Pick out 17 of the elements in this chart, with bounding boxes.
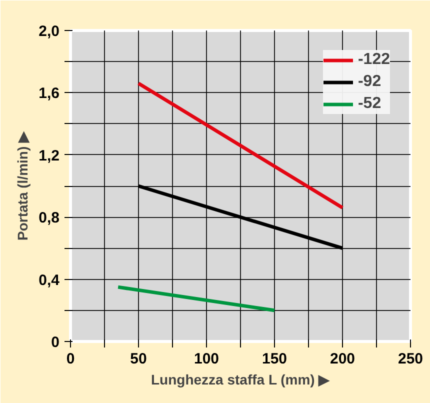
x-tick-label: 100 bbox=[194, 350, 220, 368]
x-axis-title: Lunghezza staffa L (mm) ▶ bbox=[150, 372, 331, 388]
legend-label: -92 bbox=[358, 73, 382, 91]
y-tick-label: 0 bbox=[51, 334, 60, 351]
legend-label: -52 bbox=[358, 95, 382, 113]
legend-label: -122 bbox=[358, 51, 390, 69]
x-tick-label: 150 bbox=[262, 350, 288, 368]
y-tick-label: 1,2 bbox=[38, 147, 60, 164]
y-tick-label: 2,0 bbox=[38, 23, 60, 40]
x-tick-label: 250 bbox=[398, 350, 424, 368]
y-tick-label: 0,4 bbox=[38, 272, 60, 289]
y-axis-title: Portata (l/min) ▶ bbox=[14, 130, 31, 241]
x-tick-label: 0 bbox=[66, 350, 75, 368]
y-tick-label: 1,6 bbox=[38, 85, 60, 102]
y-tick-label: 0,8 bbox=[38, 210, 60, 227]
x-tick-label: 200 bbox=[330, 350, 356, 368]
x-tick-label: 50 bbox=[130, 350, 147, 368]
